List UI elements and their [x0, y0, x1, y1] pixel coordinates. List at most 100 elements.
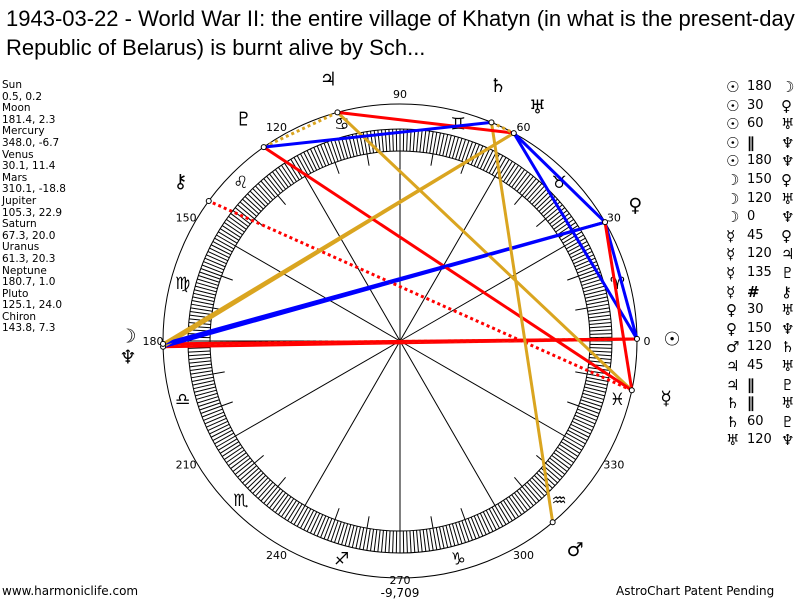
aspect-line-jupiter-uranus [337, 110, 514, 135]
degree-tick [214, 237, 235, 250]
venus-glyph-icon: ♀ [781, 170, 792, 189]
degree-tick [306, 150, 318, 171]
mercury-glyph-icon: ☿ [726, 263, 736, 282]
degree-tick [555, 449, 574, 464]
degree-tick [190, 307, 213, 312]
degree-tick [419, 130, 423, 153]
degree-tick [531, 477, 548, 494]
degree-tick [565, 432, 586, 445]
degree-tick [562, 438, 582, 451]
degree-tick [412, 530, 416, 553]
sun-glyph-icon: ☉ [726, 78, 740, 96]
degree-tick [589, 347, 612, 349]
pluto-position-marker [260, 144, 267, 151]
degree-tick [244, 196, 262, 212]
degree-tick [330, 140, 339, 162]
planet-coords-moon: 181.4, 2.3 [2, 113, 56, 126]
degree-tick [296, 506, 309, 527]
saturn-glyph-icon: ♄ [726, 394, 740, 413]
degree-tick [589, 329, 612, 332]
degree-tick [582, 392, 604, 400]
aspect-line-uranus-neptune [162, 131, 515, 346]
degree-tick [194, 386, 216, 393]
aspect-line-saturn-uranus [490, 121, 515, 135]
house-division-line [293, 340, 401, 525]
degree-label: 240 [266, 549, 287, 562]
degree-tick [189, 311, 212, 316]
degree-tick [442, 526, 449, 548]
degree-tick [223, 222, 243, 236]
degree-tick [409, 129, 412, 152]
planet-coords-venus: 30.1, 11.4 [2, 160, 56, 173]
degree-tick [221, 225, 241, 238]
degree-tick [323, 142, 333, 164]
degree-tick [514, 178, 537, 205]
uranus-glyph-icon: ♅ [781, 301, 795, 320]
degree-tick [574, 414, 596, 425]
degree-tick [323, 518, 333, 540]
degree-tick [583, 285, 605, 293]
degree-tick [567, 268, 600, 281]
degree-tick [458, 521, 466, 543]
degree-tick [206, 254, 227, 265]
degree-tick [430, 132, 438, 166]
degree-tick [589, 333, 612, 335]
aspect-row: ♃ 45 ♅ [726, 357, 800, 376]
zodiac-sign-icon: ♉ [551, 173, 566, 193]
degree-tick [589, 325, 612, 329]
degree-tick [189, 366, 212, 371]
degree-label: 270 [390, 574, 411, 587]
degree-tick [309, 512, 321, 534]
degree-tick [252, 477, 269, 494]
pluto-glyph-icon: ♇ [235, 108, 252, 130]
degree-tick [196, 392, 218, 400]
website-link[interactable]: www.harmoniclife.com [2, 584, 139, 598]
planet-coords-neptune: 180.7, 1.0 [2, 276, 56, 289]
degree-tick [192, 296, 215, 302]
aspect-angle: 120 [747, 432, 772, 448]
degree-tick [320, 144, 330, 166]
degree-label: 330 [603, 459, 624, 472]
aspect-row: ☽ 0 ♆ [726, 208, 800, 227]
degree-tick [197, 278, 219, 286]
degree-tick [503, 162, 516, 182]
degree-tick [567, 401, 600, 414]
degree-tick [263, 178, 286, 205]
degree-tick [244, 470, 262, 486]
degree-tick [203, 411, 225, 421]
zodiac-sign-icon: ♌ [233, 173, 248, 193]
mercury-glyph-icon: ☿ [726, 282, 736, 301]
degree-tick [514, 477, 537, 504]
aspect-line-mercury-pluto [262, 145, 633, 392]
degree-tick [529, 185, 545, 203]
aspect-line-venus-neptune [162, 220, 606, 346]
zodiac-sign-icon: ♒ [551, 491, 566, 511]
degree-tick [482, 150, 494, 171]
degree-tick [567, 241, 588, 253]
degree-tick [193, 292, 215, 299]
saturn-position-marker [488, 119, 495, 126]
venus-glyph-icon: ♀ [726, 319, 737, 338]
degree-tick [327, 141, 340, 174]
degree-tick [188, 347, 211, 349]
degree-tick [547, 460, 566, 475]
uranus-glyph-icon: ♅ [781, 394, 795, 413]
aspect-row: ♄ ∥ ♅ [726, 394, 800, 413]
degree-tick [503, 500, 516, 520]
degree-tick [526, 183, 543, 201]
degree-tick [239, 201, 257, 217]
degree-tick [451, 523, 459, 545]
degree-tick [476, 514, 487, 535]
degree-label: 60 [517, 121, 531, 134]
degree-tick [207, 250, 229, 262]
degree-tick [377, 529, 381, 552]
degree-tick [362, 516, 370, 550]
degree-tick [570, 247, 591, 259]
degree-tick [334, 139, 342, 161]
degree-tick [260, 180, 276, 198]
degree-tick [569, 426, 590, 438]
degree-tick [533, 190, 551, 208]
degree-tick [257, 183, 274, 201]
sun-position-marker [633, 335, 640, 342]
